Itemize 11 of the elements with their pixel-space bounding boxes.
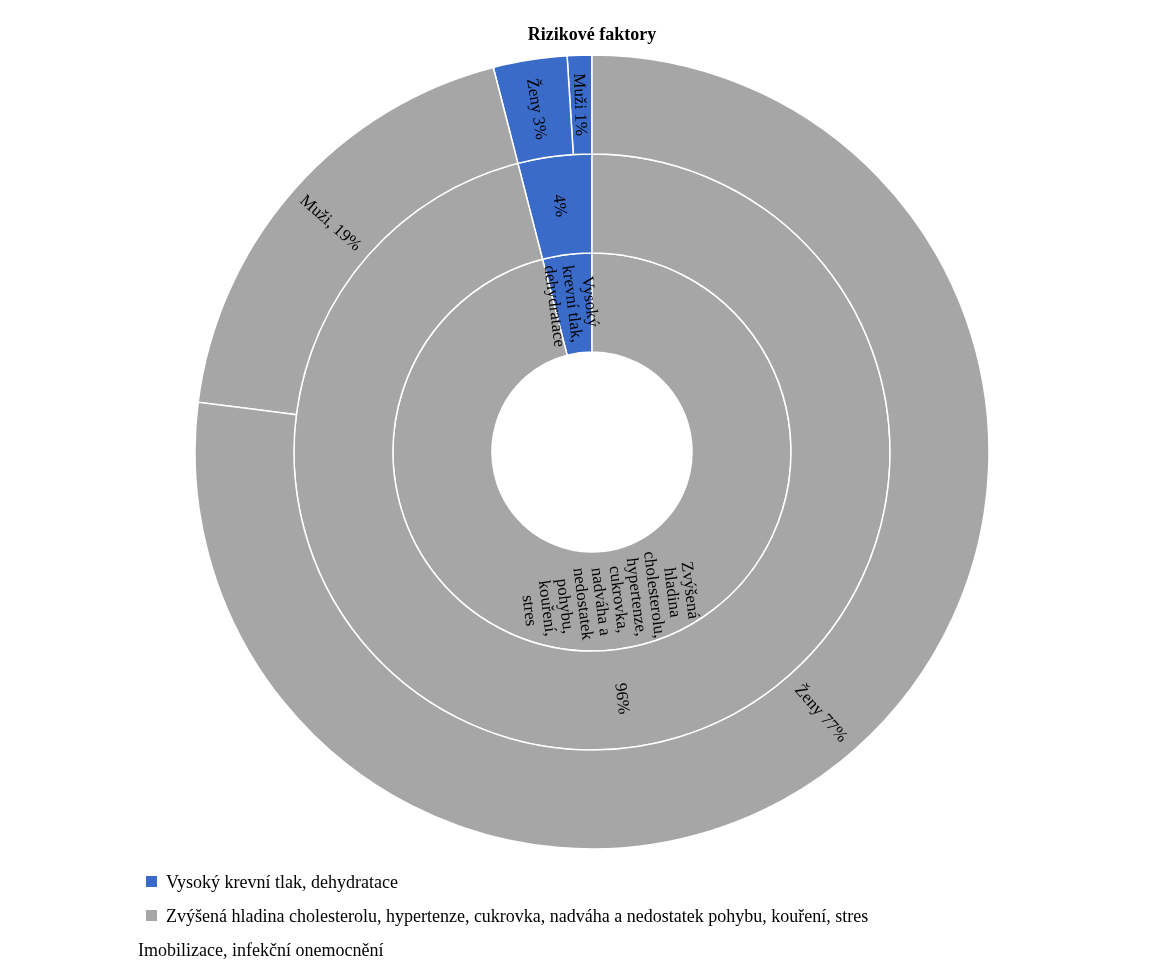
category-label: Zvýšená hladina cholesterolu, hypertenze, cukrovka, nadváha a nedostatek pohybu, kouření, stres (518, 550, 704, 642)
text: Imobilizace, infekční onemocnění (138, 940, 384, 960)
slice-label: Vysoký krevní tlak, dehydratace (540, 264, 604, 348)
data-label: 4% (549, 193, 572, 218)
data-label: 96% (611, 681, 635, 716)
data-label: Muži 1% (570, 73, 592, 137)
donut-slice (194, 54, 990, 850)
legend-label: Zvýšená hladina cholesterolu, hypertenze, cukrovka, nadváha a nedostatek pohybu, kouření, stres (166, 906, 869, 926)
chart-title: Rizikové faktory (527, 24, 657, 44)
legend-label: Vysoký krevní tlak, dehydratace (166, 872, 398, 892)
data-label: Ženy 3% (522, 76, 552, 141)
